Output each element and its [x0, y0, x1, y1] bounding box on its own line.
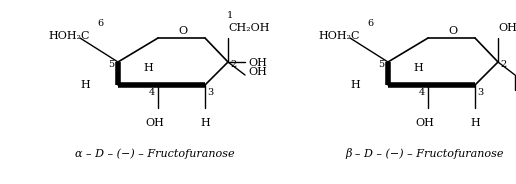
Text: O: O	[448, 26, 458, 36]
Text: OH: OH	[248, 58, 267, 68]
Text: 3: 3	[207, 88, 213, 97]
Text: H: H	[80, 80, 90, 90]
Text: α – D – (−) – Fructofuranose: α – D – (−) – Fructofuranose	[75, 148, 235, 159]
Text: H: H	[470, 118, 480, 128]
Text: H: H	[200, 118, 210, 128]
Text: 5: 5	[378, 60, 384, 69]
Text: 6: 6	[367, 19, 373, 28]
Text: 1: 1	[227, 11, 233, 20]
Text: OH: OH	[146, 118, 165, 128]
Text: 5: 5	[108, 60, 114, 69]
Text: OH: OH	[248, 67, 267, 77]
Text: 3: 3	[477, 88, 483, 97]
Text: H: H	[413, 63, 423, 73]
Text: OH: OH	[415, 118, 434, 128]
Text: 6: 6	[97, 19, 103, 28]
Text: H: H	[350, 80, 360, 90]
Text: 4: 4	[149, 88, 155, 97]
Text: β – D – (−) – Fructofuranose: β – D – (−) – Fructofuranose	[346, 148, 504, 159]
Text: H: H	[143, 63, 153, 73]
Text: HOH₂C: HOH₂C	[318, 31, 360, 41]
Text: 4: 4	[419, 88, 425, 97]
Text: HOH₂C: HOH₂C	[48, 31, 89, 41]
Text: CH₂OH: CH₂OH	[228, 23, 269, 33]
Text: 2: 2	[230, 60, 236, 69]
Text: OH: OH	[498, 23, 516, 33]
Text: 2: 2	[500, 60, 506, 69]
Text: O: O	[179, 26, 187, 36]
